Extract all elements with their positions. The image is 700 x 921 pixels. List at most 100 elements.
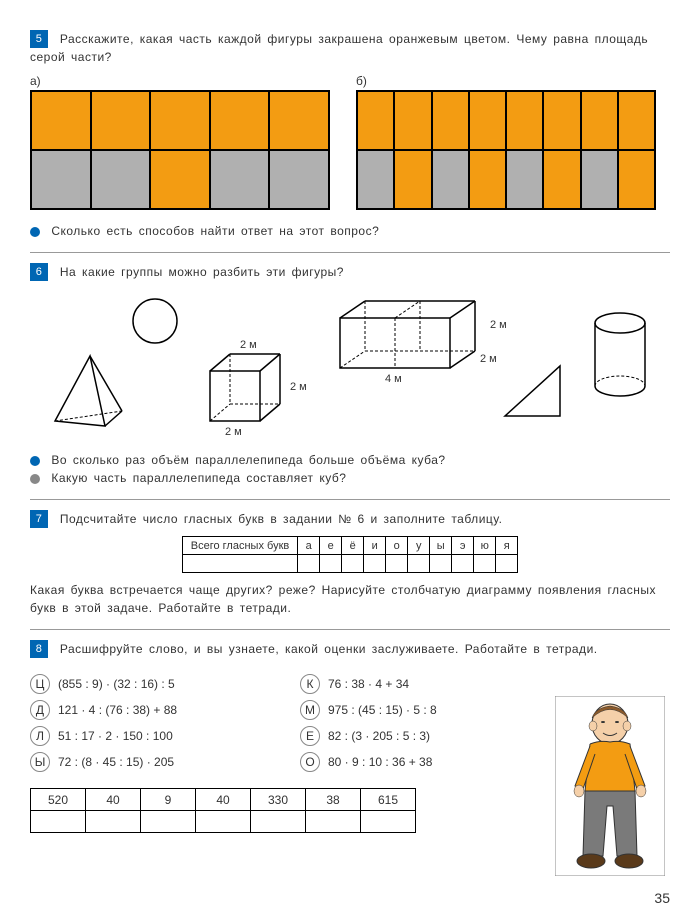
equation-text: 76 : 38 · 4 + 34 [328,677,409,691]
grid-cell [91,91,151,150]
grid-cell [91,150,151,209]
grid-b-label: б) [356,74,670,88]
equation-row: К76 : 38 · 4 + 34 [300,674,530,694]
grid-cell [31,150,91,209]
vowel-table: Всего гласных букваеёиоуыэюя [182,536,518,573]
grid-cell [469,150,506,209]
answer-cell: 520 [31,789,86,811]
letter-circle: Л [30,726,50,746]
equation-text: 51 : 17 · 2 · 150 : 100 [58,729,173,743]
grid-cell [432,150,469,209]
boy-illustration [555,696,665,876]
cube-dim-right: 2 м [290,381,307,393]
equation-text: 80 · 9 : 10 : 36 + 38 [328,755,432,769]
task6-b1-text: Во сколько раз объём параллелепипеда бол… [51,453,445,467]
grid-cell [618,150,655,209]
grid-cell [357,150,394,209]
bullet-icon [30,474,40,484]
vowel-empty-cell [408,555,430,573]
task7-text: Подсчитайте число гласных букв в задании… [60,512,503,526]
task8-number: 8 [30,640,48,658]
grid-cell [269,91,329,150]
grid-cell [31,91,91,150]
grid-cell [506,150,543,209]
vowel-empty-cell [474,555,496,573]
answer-cell: 40 [196,789,251,811]
task8-heading: 8 Расшифруйте слово, и вы узнаете, какой… [30,640,670,658]
vowel-empty-cell [364,555,386,573]
letter-circle: Д [30,700,50,720]
box-shape [330,296,490,376]
letter-circle: Ы [30,752,50,772]
grid-cell [543,150,580,209]
vowel-empty-cell [496,555,518,573]
grid-cell [543,91,580,150]
equation-row: Ы 72 : (8 · 45 : 15) · 205 [30,752,260,772]
answer-empty-cell [361,811,416,833]
equation-text: (855 : 9) · (32 : 16) : 5 [58,677,175,691]
vowel-empty-cell [342,555,364,573]
task6-number: 6 [30,263,48,281]
equation-text: 975 : (45 : 15) · 5 : 8 [328,703,437,717]
vowel-cell: а [298,537,320,555]
circle-shape [130,296,180,346]
triangle-shape [500,361,570,421]
answer-cell: 615 [361,789,416,811]
task5-heading: 5 Расскажите, какая часть каждой фигуры … [30,30,670,66]
task6-heading: 6 На какие группы можно разбить эти фигу… [30,263,670,281]
vowel-cell: ё [342,537,364,555]
answer-empty-cell [251,811,306,833]
vowel-cell: я [496,537,518,555]
vowel-empty-cell [298,555,320,573]
vowel-empty-cell [452,555,474,573]
vowel-cell: о [386,537,408,555]
equation-text: 72 : (8 · 45 : 15) · 205 [58,755,174,769]
grid-cell [394,150,431,209]
task-5: 5 Расскажите, какая часть каждой фигуры … [30,30,670,240]
eq-col-left: Ц (855 : 9) · (32 : 16) : 5 Д 121 · 4 : (76… [30,668,260,778]
cube-dim-top: 2 м [240,339,257,351]
task5-bullet: Сколько есть способов найти ответ на это… [30,222,670,240]
box-dim-d: 2 м [480,353,497,365]
answer-table: 5204094033038615 [30,788,416,833]
vowel-empty-cell [386,555,408,573]
divider [30,499,670,500]
grid-cell [150,91,210,150]
equation-row: Ц (855 : 9) · (32 : 16) : 5 [30,674,260,694]
task-6: 6 На какие группы можно разбить эти фигу… [30,263,670,487]
vowel-cell: ю [474,537,496,555]
grid-cell [210,91,270,150]
divider [30,252,670,253]
task5-number: 5 [30,30,48,48]
shapes-area: 2 м 2 м 2 м 2 м 2 м 4 м [30,291,670,441]
grid-cell [506,91,543,150]
bullet-icon [30,227,40,237]
answer-empty-cell [141,811,196,833]
grid-b [356,90,656,210]
grid-cell [469,91,506,150]
grid-a-container: а) [30,74,344,210]
task8-text: Расшифруйте слово, и вы узнаете, какой о… [60,642,598,656]
eq-col-right: К76 : 38 · 4 + 34 М 975 : (45 : 15) · 5 : … [300,668,530,778]
answer-empty-cell [86,811,141,833]
grid-cell [210,150,270,209]
task7-heading: 7 Подсчитайте число гласных букв в задан… [30,510,670,528]
task-7: 7 Подсчитайте число гласных букв в задан… [30,510,670,617]
grid-cell [432,91,469,150]
equation-text: 121 · 4 : (76 : 38) + 88 [58,703,177,717]
grid-cell [150,150,210,209]
letter-circle: О [300,752,320,772]
vowel-cell: э [452,537,474,555]
vowel-header: Всего гласных букв [182,537,297,555]
equation-row: М 975 : (45 : 15) · 5 : 8 [300,700,530,720]
grid-cell [357,91,394,150]
letter-circle: М [300,700,320,720]
grid-cell [618,91,655,150]
letter-circle: Ц [30,674,50,694]
box-dim-w: 4 м [385,373,402,385]
vowel-cell: и [364,537,386,555]
equation-row: Е82 : (3 · 205 : 5 : 3) [300,726,530,746]
grid-a [30,90,330,210]
grid-b-container: б) [356,74,670,210]
task7-number: 7 [30,510,48,528]
